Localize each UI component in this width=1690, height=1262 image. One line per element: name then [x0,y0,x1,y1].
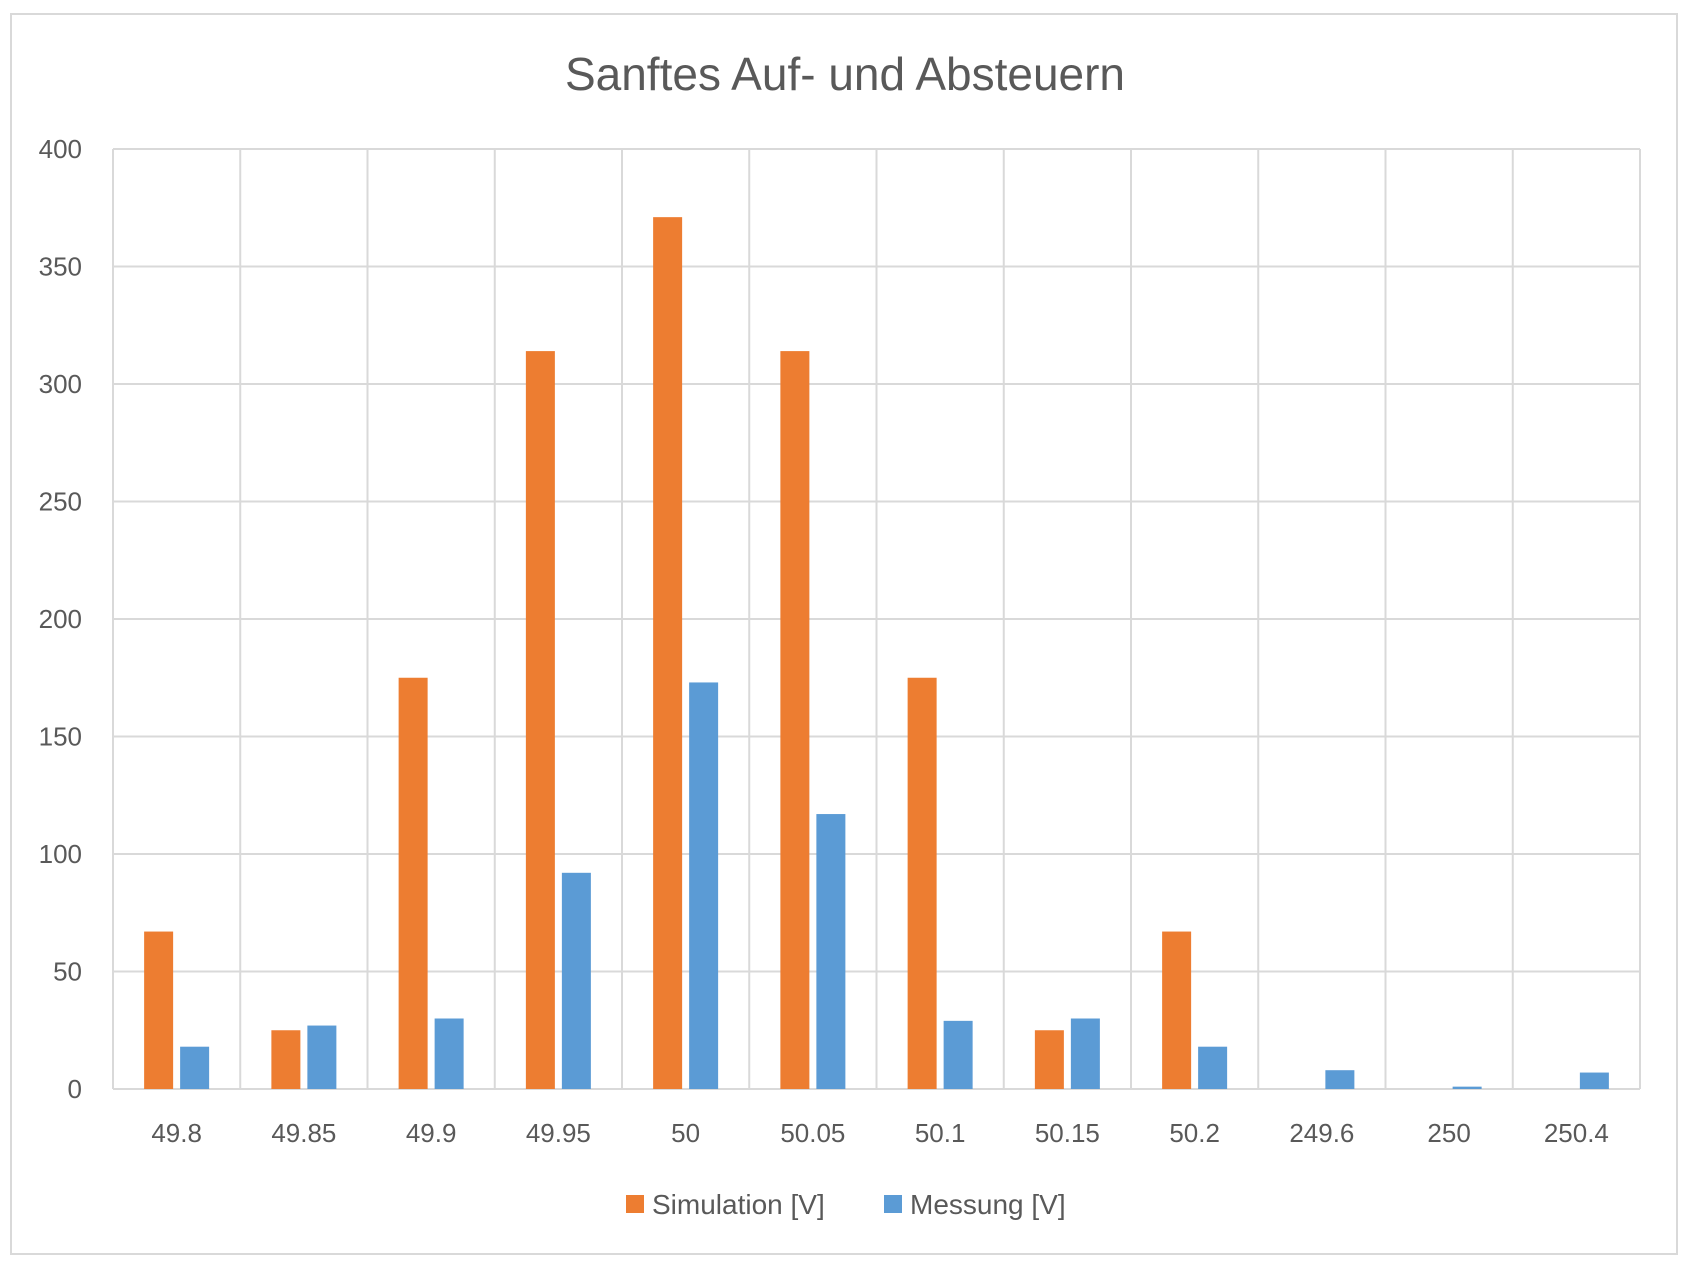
legend-label-messung: Messung [V] [910,1189,1066,1220]
x-tick-label: 50.05 [780,1118,845,1148]
bar-simulation-6 [907,677,937,1089]
x-tick-label: 250.4 [1544,1118,1609,1148]
chart-title: Sanftes Auf- und Absteuern [565,48,1125,100]
x-tick-label: 50 [671,1118,700,1148]
y-tick-label: 350 [39,252,82,282]
bar-simulation-4 [653,217,683,1089]
x-axis: 49.8 49.85 49.9 49.95 50 50.05 50.1 50.15 50.2 24… [151,1118,1609,1148]
legend: Simulation [V] Messung [V] [626,1189,1066,1220]
bar-simulation-8 [1162,931,1192,1089]
bar-messung-6 [943,1020,973,1089]
y-tick-label: 50 [53,957,82,987]
bar-messung-5 [816,814,846,1089]
grid-layer [112,148,1641,1090]
x-tick-label: 249.6 [1289,1118,1354,1148]
y-tick-label: 250 [39,487,82,517]
bar-messung-4 [689,682,719,1089]
bars-layer [144,217,1609,1090]
x-tick-label: 49.85 [271,1118,336,1148]
bar-simulation-7 [1034,1030,1064,1089]
bar-simulation-1 [271,1030,301,1089]
x-tick-label: 50.1 [915,1118,966,1148]
legend-swatch-simulation [626,1195,644,1213]
x-tick-label: 49.8 [151,1118,202,1148]
x-tick-label: 250 [1427,1118,1470,1148]
bar-messung-10 [1452,1086,1482,1089]
bar-messung-0 [180,1046,210,1089]
bar-messung-1 [307,1025,337,1089]
legend-swatch-messung [884,1195,902,1213]
bar-messung-3 [561,872,591,1089]
bar-simulation-5 [780,351,810,1090]
y-tick-label: 300 [39,369,82,399]
y-axis: 0 50 100 150 200 250 300 350 400 [39,134,82,1104]
y-tick-label: 150 [39,722,82,752]
bar-simulation-2 [398,677,428,1089]
bar-messung-7 [1070,1018,1100,1089]
y-tick-label: 100 [39,839,82,869]
y-tick-label: 200 [39,604,82,634]
bar-messung-8 [1198,1046,1228,1089]
bar-simulation-3 [525,351,555,1090]
y-tick-label: 400 [39,134,82,164]
bar-simulation-0 [144,931,174,1089]
x-tick-label: 49.95 [526,1118,591,1148]
bar-messung-11 [1579,1072,1609,1089]
legend-label-simulation: Simulation [V] [652,1189,825,1220]
y-tick-label: 0 [68,1074,82,1104]
x-tick-label: 49.9 [406,1118,457,1148]
bar-messung-9 [1325,1070,1355,1089]
x-tick-label: 50.15 [1035,1118,1100,1148]
x-tick-label: 50.2 [1169,1118,1220,1148]
bar-messung-2 [434,1018,464,1089]
